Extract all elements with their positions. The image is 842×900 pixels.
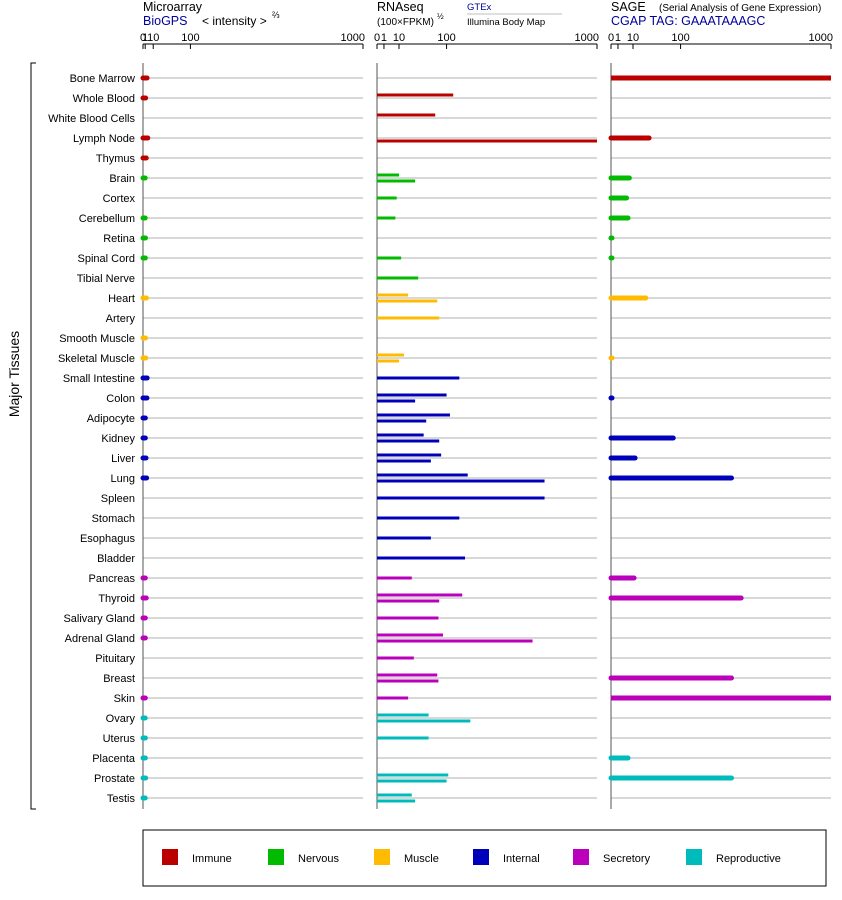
- tissue-label: Uterus: [103, 733, 136, 745]
- tick-label: 0: [608, 32, 614, 44]
- tick-label: 10: [393, 32, 405, 44]
- tick-label: 1000: [341, 32, 365, 44]
- tissue-label: Heart: [108, 293, 135, 305]
- legend-label: Internal: [503, 853, 540, 865]
- tick-label: 1000: [809, 32, 833, 44]
- tissue-label: Bladder: [97, 553, 135, 565]
- tissue-label: Adipocyte: [87, 413, 135, 425]
- legend-swatch: [573, 849, 589, 865]
- tissue-label: Bone Marrow: [70, 73, 135, 85]
- microarray-scale-exponent: ⅔: [272, 10, 280, 20]
- legend-swatch: [374, 849, 390, 865]
- tick-label: 100: [181, 32, 199, 44]
- legend-label: Immune: [192, 853, 232, 865]
- tissue-label: Prostate: [94, 773, 135, 785]
- rnaseq-source-illumina: Illumina Body Map: [467, 17, 545, 28]
- tick-label: 0: [374, 32, 380, 44]
- legend-swatch: [473, 849, 489, 865]
- tissue-label: Tibial Nerve: [77, 273, 135, 285]
- legend-swatch: [686, 849, 702, 865]
- legend-label: Nervous: [298, 853, 339, 865]
- tissue-label: Testis: [107, 793, 136, 805]
- tissue-label: Brain: [109, 173, 135, 185]
- tick-label: 0: [140, 32, 146, 44]
- tissue-label: Adrenal Gland: [65, 633, 135, 645]
- tissue-label: Thyroid: [98, 593, 135, 605]
- tissue-label: Pancreas: [89, 573, 136, 585]
- legend-label: Muscle: [404, 853, 439, 865]
- tick-label: 100: [671, 32, 689, 44]
- tissue-label: Spleen: [101, 493, 135, 505]
- tissue-label: Skin: [114, 693, 135, 705]
- tissue-label: White Blood Cells: [48, 113, 135, 125]
- tissue-label: Liver: [111, 453, 135, 465]
- tissue-label: Thymus: [96, 153, 136, 165]
- legend-swatch: [268, 849, 284, 865]
- rnaseq-title: RNAseq: [377, 0, 424, 14]
- legend-label: Reproductive: [716, 853, 781, 865]
- microarray-scale: < intensity >: [202, 14, 267, 28]
- tissue-label: Skeletal Muscle: [58, 353, 135, 365]
- tissue-label: Salivary Gland: [63, 613, 135, 625]
- legend-label: Secretory: [603, 853, 651, 865]
- tick-label: 100: [437, 32, 455, 44]
- tissue-label: Lymph Node: [73, 133, 135, 145]
- tissue-label: Retina: [103, 233, 136, 245]
- tissue-label: Kidney: [101, 433, 135, 445]
- tissue-label: Breast: [103, 673, 135, 685]
- microarray-title: Microarray: [143, 0, 203, 14]
- tissue-label: Artery: [106, 313, 136, 325]
- sage-title: SAGE: [611, 0, 646, 14]
- tissue-label: Colon: [106, 393, 135, 405]
- tissue-label: Whole Blood: [73, 93, 135, 105]
- tissue-label: Cerebellum: [79, 213, 135, 225]
- rnaseq-scale: (100×FPKM): [377, 17, 434, 28]
- tick-label: 10: [147, 32, 159, 44]
- tissue-label: Ovary: [106, 713, 136, 725]
- microarray-source: BioGPS: [143, 14, 187, 28]
- tissue-label: Lung: [111, 473, 135, 485]
- tick-label: 1: [381, 32, 387, 44]
- tick-label: 1000: [575, 32, 599, 44]
- tissue-label: Placenta: [92, 753, 136, 765]
- tissue-label: Smooth Muscle: [59, 333, 135, 345]
- sage-tag: CGAP TAG: GAAATAAAGC: [611, 14, 765, 28]
- tissue-label: Pituitary: [95, 653, 135, 665]
- tissue-label: Small Intestine: [63, 373, 135, 385]
- tick-label: 1: [142, 32, 148, 44]
- tissue-label: Cortex: [103, 193, 136, 205]
- tick-label: 10: [627, 32, 639, 44]
- rnaseq-source-gtex: GTEx: [467, 2, 492, 13]
- tissue-label: Esophagus: [80, 533, 136, 545]
- legend-swatch: [162, 849, 178, 865]
- tissue-label: Spinal Cord: [78, 253, 135, 265]
- tissue-label: Stomach: [92, 513, 135, 525]
- sage-subtitle: (Serial Analysis of Gene Expression): [659, 3, 821, 14]
- group-label: Major Tissues: [6, 331, 22, 417]
- tick-label: 1: [615, 32, 621, 44]
- rnaseq-scale-exponent: ½: [437, 12, 444, 21]
- group-bracket: [30, 62, 36, 810]
